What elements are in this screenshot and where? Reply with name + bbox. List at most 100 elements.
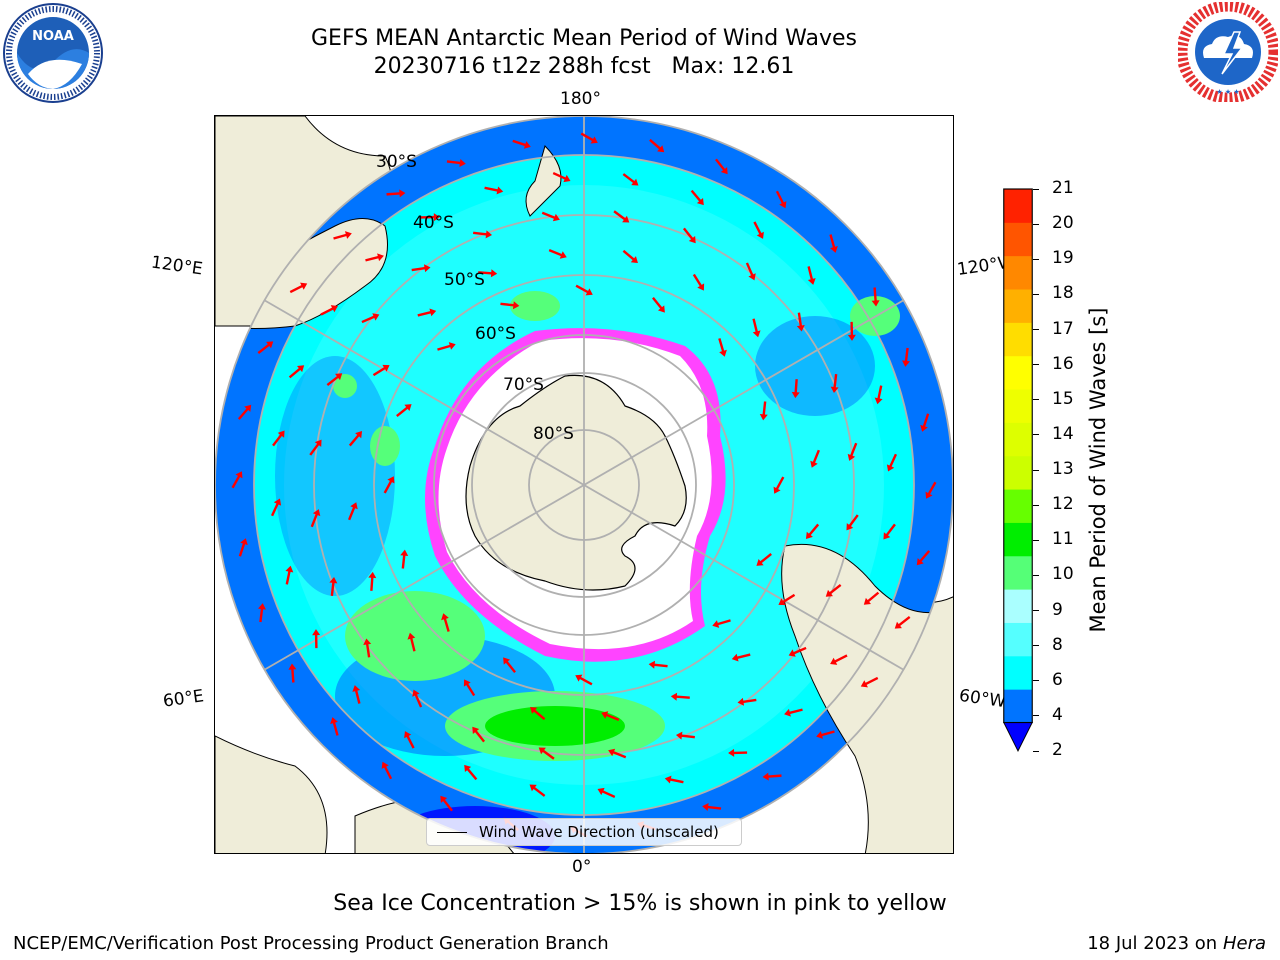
wind-wave-arrow bbox=[830, 374, 839, 394]
wind-wave-arrow bbox=[472, 726, 486, 743]
wind-wave-arrow bbox=[411, 264, 431, 273]
wind-wave-arrow bbox=[348, 431, 363, 447]
colorbar-tick-label: 21 bbox=[1052, 178, 1074, 198]
lat-label-50s: 50°S bbox=[444, 270, 485, 290]
wind-wave-arrow bbox=[731, 653, 751, 662]
wind-wave-arrow bbox=[916, 550, 931, 566]
colorbar-extend-arrow bbox=[1002, 722, 1034, 753]
sea-ice-note: Sea Ice Concentration > 15% is shown in … bbox=[333, 891, 947, 916]
wind-wave-arrow bbox=[352, 685, 361, 704]
colorbar-tick-mark bbox=[1033, 610, 1039, 611]
wind-wave-arrow bbox=[231, 471, 243, 489]
svg-text:★ ★ ★: ★ ★ ★ bbox=[1216, 88, 1239, 96]
wind-wave-arrow bbox=[312, 629, 321, 649]
colorbar-tick-mark bbox=[1033, 329, 1039, 330]
wind-wave-arrow bbox=[441, 613, 450, 632]
wind-wave-arrow bbox=[575, 674, 593, 686]
colorbar-tick-label: 9 bbox=[1052, 599, 1063, 620]
colorbar-tick-mark bbox=[1033, 645, 1039, 647]
wind-wave-arrow bbox=[649, 138, 665, 153]
colorbar-tick-label: 17 bbox=[1052, 318, 1074, 339]
graticule bbox=[215, 116, 953, 853]
wind-wave-arrow bbox=[412, 689, 423, 708]
wind-wave-arrow bbox=[503, 657, 516, 673]
wind-wave-arrow bbox=[664, 775, 684, 784]
wind-wave-arrow bbox=[548, 249, 567, 259]
wind-wave-arrow bbox=[830, 654, 848, 665]
wind-wave-arrow bbox=[925, 481, 937, 499]
colorbar-cell bbox=[1003, 322, 1033, 357]
wind-wave-arrow bbox=[829, 234, 838, 253]
wind-wave-arrow bbox=[791, 379, 800, 399]
wind-wave-arrow bbox=[478, 269, 498, 278]
colorbar-tick-mark bbox=[1033, 188, 1039, 190]
map-canvas bbox=[215, 116, 953, 853]
colorbar-tick-mark bbox=[1033, 293, 1039, 295]
colorbar-cell bbox=[1003, 355, 1033, 390]
wind-wave-arrow bbox=[258, 603, 266, 623]
colorbar-tick-mark bbox=[1033, 223, 1039, 225]
colorbar-tick-label: 12 bbox=[1052, 494, 1074, 515]
colorbar-cell bbox=[1003, 389, 1033, 423]
colorbar-tick-label: 10 bbox=[1052, 564, 1074, 585]
footer-machine: Hera bbox=[1222, 933, 1266, 954]
wind-wave-arrow bbox=[690, 189, 704, 206]
wind-wave-arrow bbox=[805, 523, 820, 539]
colorbar-cell bbox=[1003, 289, 1033, 323]
wind-wave-arrow bbox=[753, 221, 764, 239]
map-title: GEFS MEAN Antarctic Mean Period of Wind … bbox=[311, 26, 857, 51]
wind-wave-arrow bbox=[784, 708, 803, 717]
wind-wave-arrow bbox=[285, 565, 294, 585]
wind-wave-arrow bbox=[372, 364, 390, 377]
footer-date: 18 Jul 2023 on Hera bbox=[1087, 933, 1266, 954]
wind-wave-arrow bbox=[675, 731, 695, 740]
wind-wave-arrow bbox=[326, 373, 343, 387]
wind-wave-arrow bbox=[847, 321, 856, 341]
colorbar-tick-label: 18 bbox=[1052, 283, 1074, 304]
wind-wave-arrow bbox=[463, 679, 476, 697]
colorbar-cell bbox=[1003, 522, 1033, 557]
wind-wave-arrow bbox=[670, 692, 690, 701]
wind-wave-arrow bbox=[816, 730, 835, 739]
wind-wave-arrows bbox=[231, 132, 937, 838]
colorbar-cell bbox=[1003, 555, 1033, 590]
wind-wave-arrow bbox=[464, 764, 478, 781]
footer-date-text: 18 Jul 2023 on bbox=[1087, 933, 1223, 954]
map-legend: Wind Wave Direction (unscaled) bbox=[426, 818, 742, 846]
colorbar-tick-label: 20 bbox=[1052, 213, 1074, 234]
wind-wave-arrow bbox=[437, 342, 456, 351]
wind-wave-arrow bbox=[608, 748, 627, 759]
colorbar-tick-label: 6 bbox=[1052, 669, 1063, 690]
colorbar-tick-label: 14 bbox=[1052, 423, 1074, 444]
wind-wave-arrow bbox=[383, 476, 395, 494]
colorbar-cell bbox=[1003, 622, 1033, 657]
wind-wave-arrow bbox=[420, 213, 440, 222]
colorbar-tick-mark bbox=[1033, 364, 1039, 366]
wind-wave-arrow bbox=[365, 253, 384, 262]
wind-wave-arrow bbox=[237, 404, 252, 420]
wind-wave-arrow bbox=[863, 591, 880, 605]
wind-wave-arrow bbox=[309, 439, 322, 456]
wind-wave-arrow bbox=[682, 227, 696, 244]
wind-wave-arrow bbox=[825, 583, 842, 597]
wind-wave-arrow bbox=[288, 663, 297, 683]
wind-wave-arrow bbox=[552, 171, 571, 183]
lat-label-30s: 30°S bbox=[376, 152, 417, 172]
lat-label-40s: 40°S bbox=[413, 213, 454, 233]
legend-line-swatch bbox=[437, 832, 467, 833]
map-subtitle: 20230716 t12z 288h fcst Max: 12.61 bbox=[373, 54, 795, 79]
wind-wave-arrow bbox=[330, 717, 339, 736]
wind-wave-arrow bbox=[902, 347, 910, 367]
colorbar-tick-label: 16 bbox=[1052, 353, 1074, 374]
lat-label-80s: 80°S bbox=[533, 424, 574, 444]
wind-wave-arrow bbox=[762, 772, 782, 781]
colorbar-cell bbox=[1003, 589, 1033, 623]
wind-wave-arrow bbox=[702, 803, 722, 811]
wind-wave-arrow bbox=[381, 761, 393, 780]
wind-wave-arrow bbox=[417, 308, 437, 317]
wind-wave-arrow bbox=[270, 498, 282, 517]
map-panel bbox=[214, 115, 954, 854]
wind-wave-arrow bbox=[775, 190, 787, 209]
wind-wave-arrow bbox=[847, 442, 858, 461]
wind-wave-arrow bbox=[580, 132, 598, 144]
